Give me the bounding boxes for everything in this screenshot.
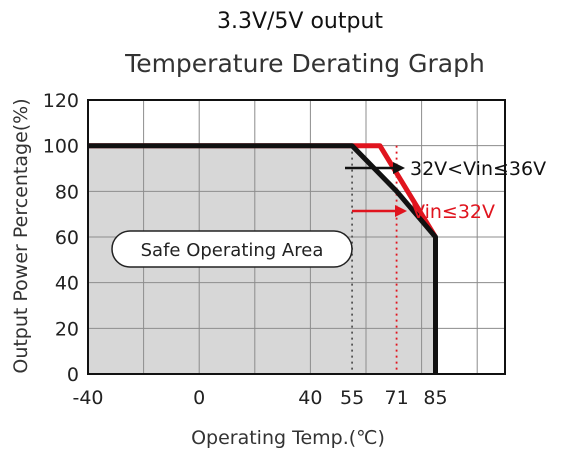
y-tick-label: 60: [55, 227, 79, 249]
y-tick-label: 20: [55, 318, 79, 340]
safe-area-label-box: [111, 230, 353, 268]
safe-area-label: Safe Operating Area: [111, 230, 353, 268]
series-lines: [88, 143, 438, 374]
annotation-red-arrow-head: [395, 205, 407, 217]
y-tick-label: 80: [55, 181, 79, 203]
chart-title: Temperature Derating Graph: [124, 49, 485, 78]
y-axis-label: Output Power Percentage(%): [10, 98, 32, 373]
annotation-black: 32V<Vin≤36V: [345, 158, 546, 180]
x-tick-label: 0: [193, 387, 205, 409]
x-axis-label: Operating Temp.(℃): [191, 427, 385, 449]
legend-red-label: Vin≤32V: [412, 201, 495, 223]
y-tick-label: 100: [43, 136, 79, 158]
chart-supertitle: 3.3V/5V output: [217, 9, 383, 34]
y-tick-label: 120: [43, 90, 79, 112]
reference-lines: [351, 145, 398, 374]
y-tick-label: 0: [67, 364, 79, 386]
safe-area-label-text: Safe Operating Area: [141, 240, 324, 261]
y-tick-label: 40: [55, 273, 79, 295]
x-tick-label: 85: [423, 387, 447, 409]
annotation-red: Vin≤32V: [352, 201, 495, 223]
annotation-black-arrow-head: [393, 162, 405, 174]
x-tick-label: 40: [298, 387, 322, 409]
legend-black-label: 32V<Vin≤36V: [410, 158, 546, 180]
y-tick-labels: 0 20 40 60 80 100 120: [43, 90, 79, 386]
plot-border: [87, 99, 506, 375]
series-line-32v-36v: [88, 143, 438, 374]
x-tick-label: 55: [340, 387, 364, 409]
x-tick-label: 71: [384, 387, 408, 409]
x-tick-label: -40: [72, 387, 103, 409]
plot-frame: [87, 99, 506, 375]
x-tick-labels: -40 0 40 55 71 85: [72, 387, 447, 409]
